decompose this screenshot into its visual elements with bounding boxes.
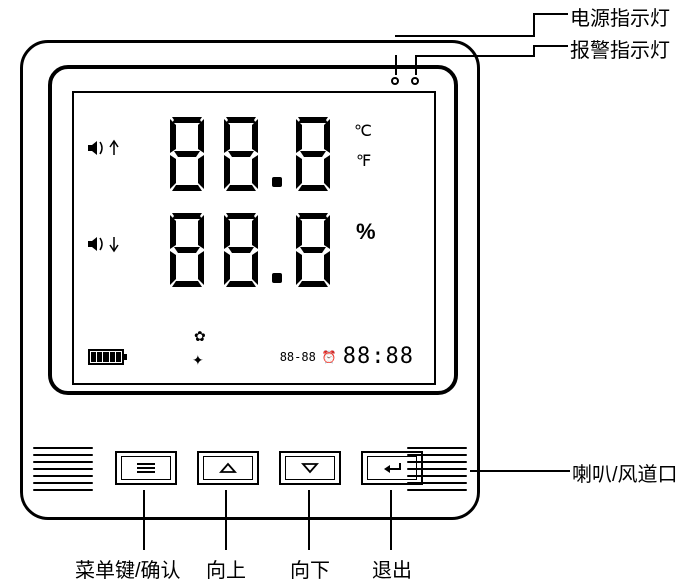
unit-fahrenheit: ℉ [356,151,371,171]
seven-seg-8 [218,213,264,287]
menu-icon [121,456,171,480]
leader-line [533,45,568,47]
leader-line [470,470,570,472]
gear-icon: ✿ [194,328,206,345]
seven-seg-8 [290,213,336,287]
power-led [391,77,399,85]
seven-seg-8 [164,117,210,191]
date-small: 88-88 [280,350,316,364]
alarm-led [411,77,419,85]
lcd-outer-frame: ℃ ℉ % ✿ ✦ 88-88 ⏰ 88:88 [48,65,458,395]
unit-percent: % [356,219,376,245]
leader-line [533,13,568,15]
exit-button[interactable] [361,451,423,485]
decimal-point [272,273,282,283]
up-button[interactable] [197,451,259,485]
leader-line [533,13,535,37]
leader-line [390,490,392,550]
menu-button[interactable] [115,451,177,485]
label-exit-btn: 退出 [372,554,412,583]
time-small: 88:88 [343,344,414,369]
leader-line [395,35,535,37]
button-row [115,451,423,485]
device-body: ℃ ℉ % ✿ ✦ 88-88 ⏰ 88:88 [20,40,480,520]
leader-line [415,55,417,75]
lcd-screen: ℃ ℉ % ✿ ✦ 88-88 ⏰ 88:88 [72,91,436,385]
label-speaker-vent: 喇叭/风道口 [572,458,678,487]
label-alarm-led: 报警指示灯 [570,34,670,63]
seven-seg-8 [218,117,264,191]
unit-celsius: ℃ [354,121,372,141]
leader-line [308,490,310,550]
seven-seg-8 [290,117,336,191]
down-button[interactable] [279,451,341,485]
satellite-icon: ✦ [192,352,204,369]
up-icon [203,456,253,480]
time-display: 88-88 ⏰ 88:88 [280,344,414,369]
speaker-grille-left [33,447,93,491]
label-menu-btn: 菜单键/确认 [75,554,181,583]
temperature-display [164,117,336,191]
leader-line [415,55,535,57]
decimal-point [272,177,282,187]
alarm-down-icon [86,233,120,255]
label-down-btn: 向下 [290,554,330,583]
leader-line [143,490,145,550]
clock-icon: ⏰ [322,350,337,364]
leader-line [225,490,227,550]
down-icon [285,456,335,480]
leader-line [395,55,397,75]
alarm-up-icon [86,137,120,159]
seven-seg-8 [164,213,210,287]
humidity-display [164,213,336,287]
battery-icon [88,349,124,365]
label-power-led: 电源指示灯 [570,2,670,31]
label-up-btn: 向上 [206,554,246,583]
enter-icon [367,456,417,480]
